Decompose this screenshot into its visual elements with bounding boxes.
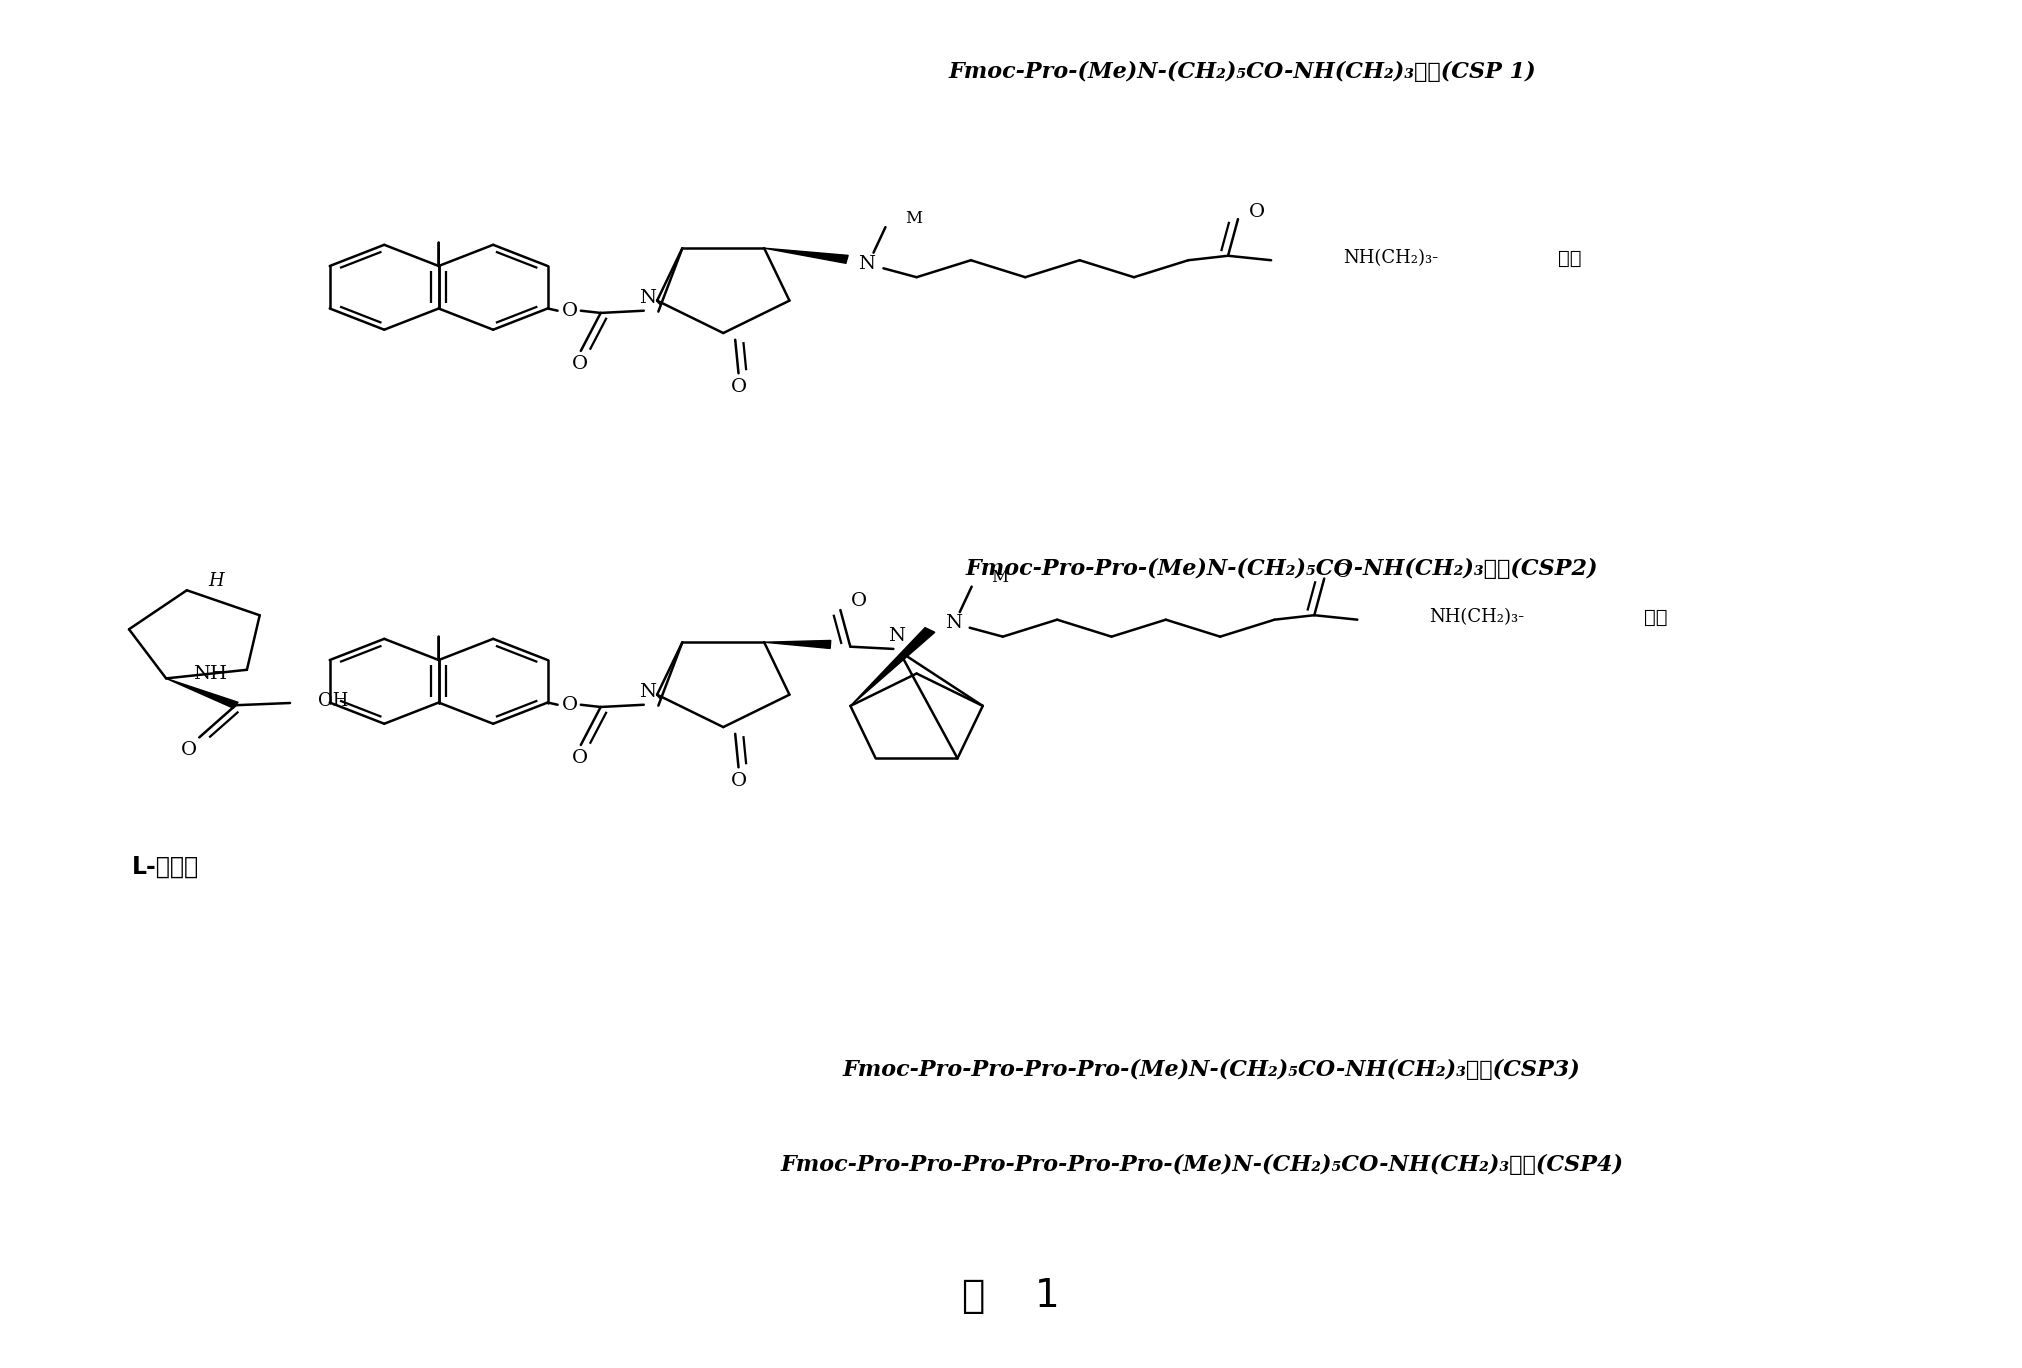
Text: Fmoc-Pro-Pro-Pro-Pro-Pro-Pro-(Me)N-(CH₂)₅CO-NH(CH₂)₃硅石(CSP4): Fmoc-Pro-Pro-Pro-Pro-Pro-Pro-(Me)N-(CH₂)…	[780, 1153, 1624, 1175]
Text: M: M	[906, 209, 922, 227]
Text: N: N	[859, 254, 876, 272]
Text: Fmoc-Pro-Pro-(Me)N-(CH₂)₅CO-NH(CH₂)₃硅石(CSP2): Fmoc-Pro-Pro-(Me)N-(CH₂)₅CO-NH(CH₂)₃硅石(C…	[967, 558, 1597, 580]
Polygon shape	[851, 628, 934, 706]
Text: O: O	[182, 741, 198, 759]
Text: O: O	[562, 302, 578, 320]
Text: N: N	[639, 683, 655, 702]
Text: O: O	[572, 356, 588, 373]
Text: O: O	[730, 378, 746, 395]
Polygon shape	[166, 679, 239, 709]
Polygon shape	[764, 248, 847, 263]
Text: Fmoc-Pro-Pro-Pro-Pro-(Me)N-(CH₂)₅CO-NH(CH₂)₃硅石(CSP3): Fmoc-Pro-Pro-Pro-Pro-(Me)N-(CH₂)₅CO-NH(C…	[843, 1059, 1581, 1081]
Text: 硅石: 硅石	[1557, 249, 1581, 268]
Text: O: O	[562, 696, 578, 714]
Text: N: N	[944, 614, 962, 632]
Text: NH(CH₂)₃-: NH(CH₂)₃-	[1343, 249, 1438, 267]
Text: 图    1: 图 1	[962, 1278, 1060, 1315]
Text: NH: NH	[194, 665, 226, 683]
Text: H: H	[208, 572, 224, 591]
Text: O: O	[1248, 204, 1264, 222]
Text: 硅石: 硅石	[1644, 607, 1668, 627]
Text: Fmoc-Pro-(Me)N-(CH₂)₅CO-NH(CH₂)₃硅石(CSP 1): Fmoc-Pro-(Me)N-(CH₂)₅CO-NH(CH₂)₃硅石(CSP 1…	[948, 62, 1537, 83]
Text: L-脂氨酸: L-脂氨酸	[131, 855, 198, 878]
Text: O: O	[1335, 562, 1351, 581]
Text: N: N	[888, 628, 906, 646]
Text: OH: OH	[317, 692, 348, 710]
Text: M: M	[991, 569, 1009, 586]
Polygon shape	[764, 640, 831, 648]
Text: NH(CH₂)₃-: NH(CH₂)₃-	[1430, 609, 1525, 627]
Text: O: O	[851, 592, 867, 610]
Text: N: N	[639, 289, 655, 308]
Text: O: O	[730, 772, 746, 789]
Text: O: O	[572, 750, 588, 767]
